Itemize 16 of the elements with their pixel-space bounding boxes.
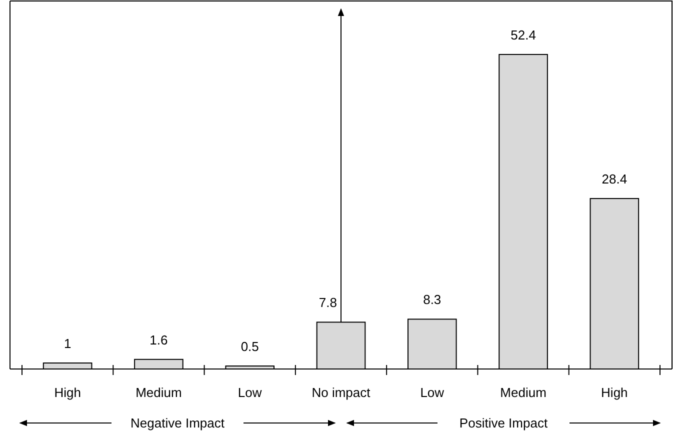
x-tick-label: Medium [500,385,546,400]
text: Positive Impact [459,416,548,430]
x-tick-label: Low [420,385,445,400]
x-tick-label: No impact [312,385,371,400]
x-tick-label: Low [238,385,262,400]
x-tick-label: Medium [136,385,182,400]
x-tick-label: High [54,385,81,400]
data-label: 52.4 [510,27,536,42]
x-tick-label: High [601,385,628,400]
data-label: 28.4 [602,172,628,187]
data-label: 8.3 [423,292,442,308]
data-label: 0.5 [240,339,259,354]
text: Negative Impact [130,416,225,430]
data-label: 1 [64,336,72,351]
data-label: 7.8 [318,295,337,310]
data-label: 1.6 [150,332,168,348]
